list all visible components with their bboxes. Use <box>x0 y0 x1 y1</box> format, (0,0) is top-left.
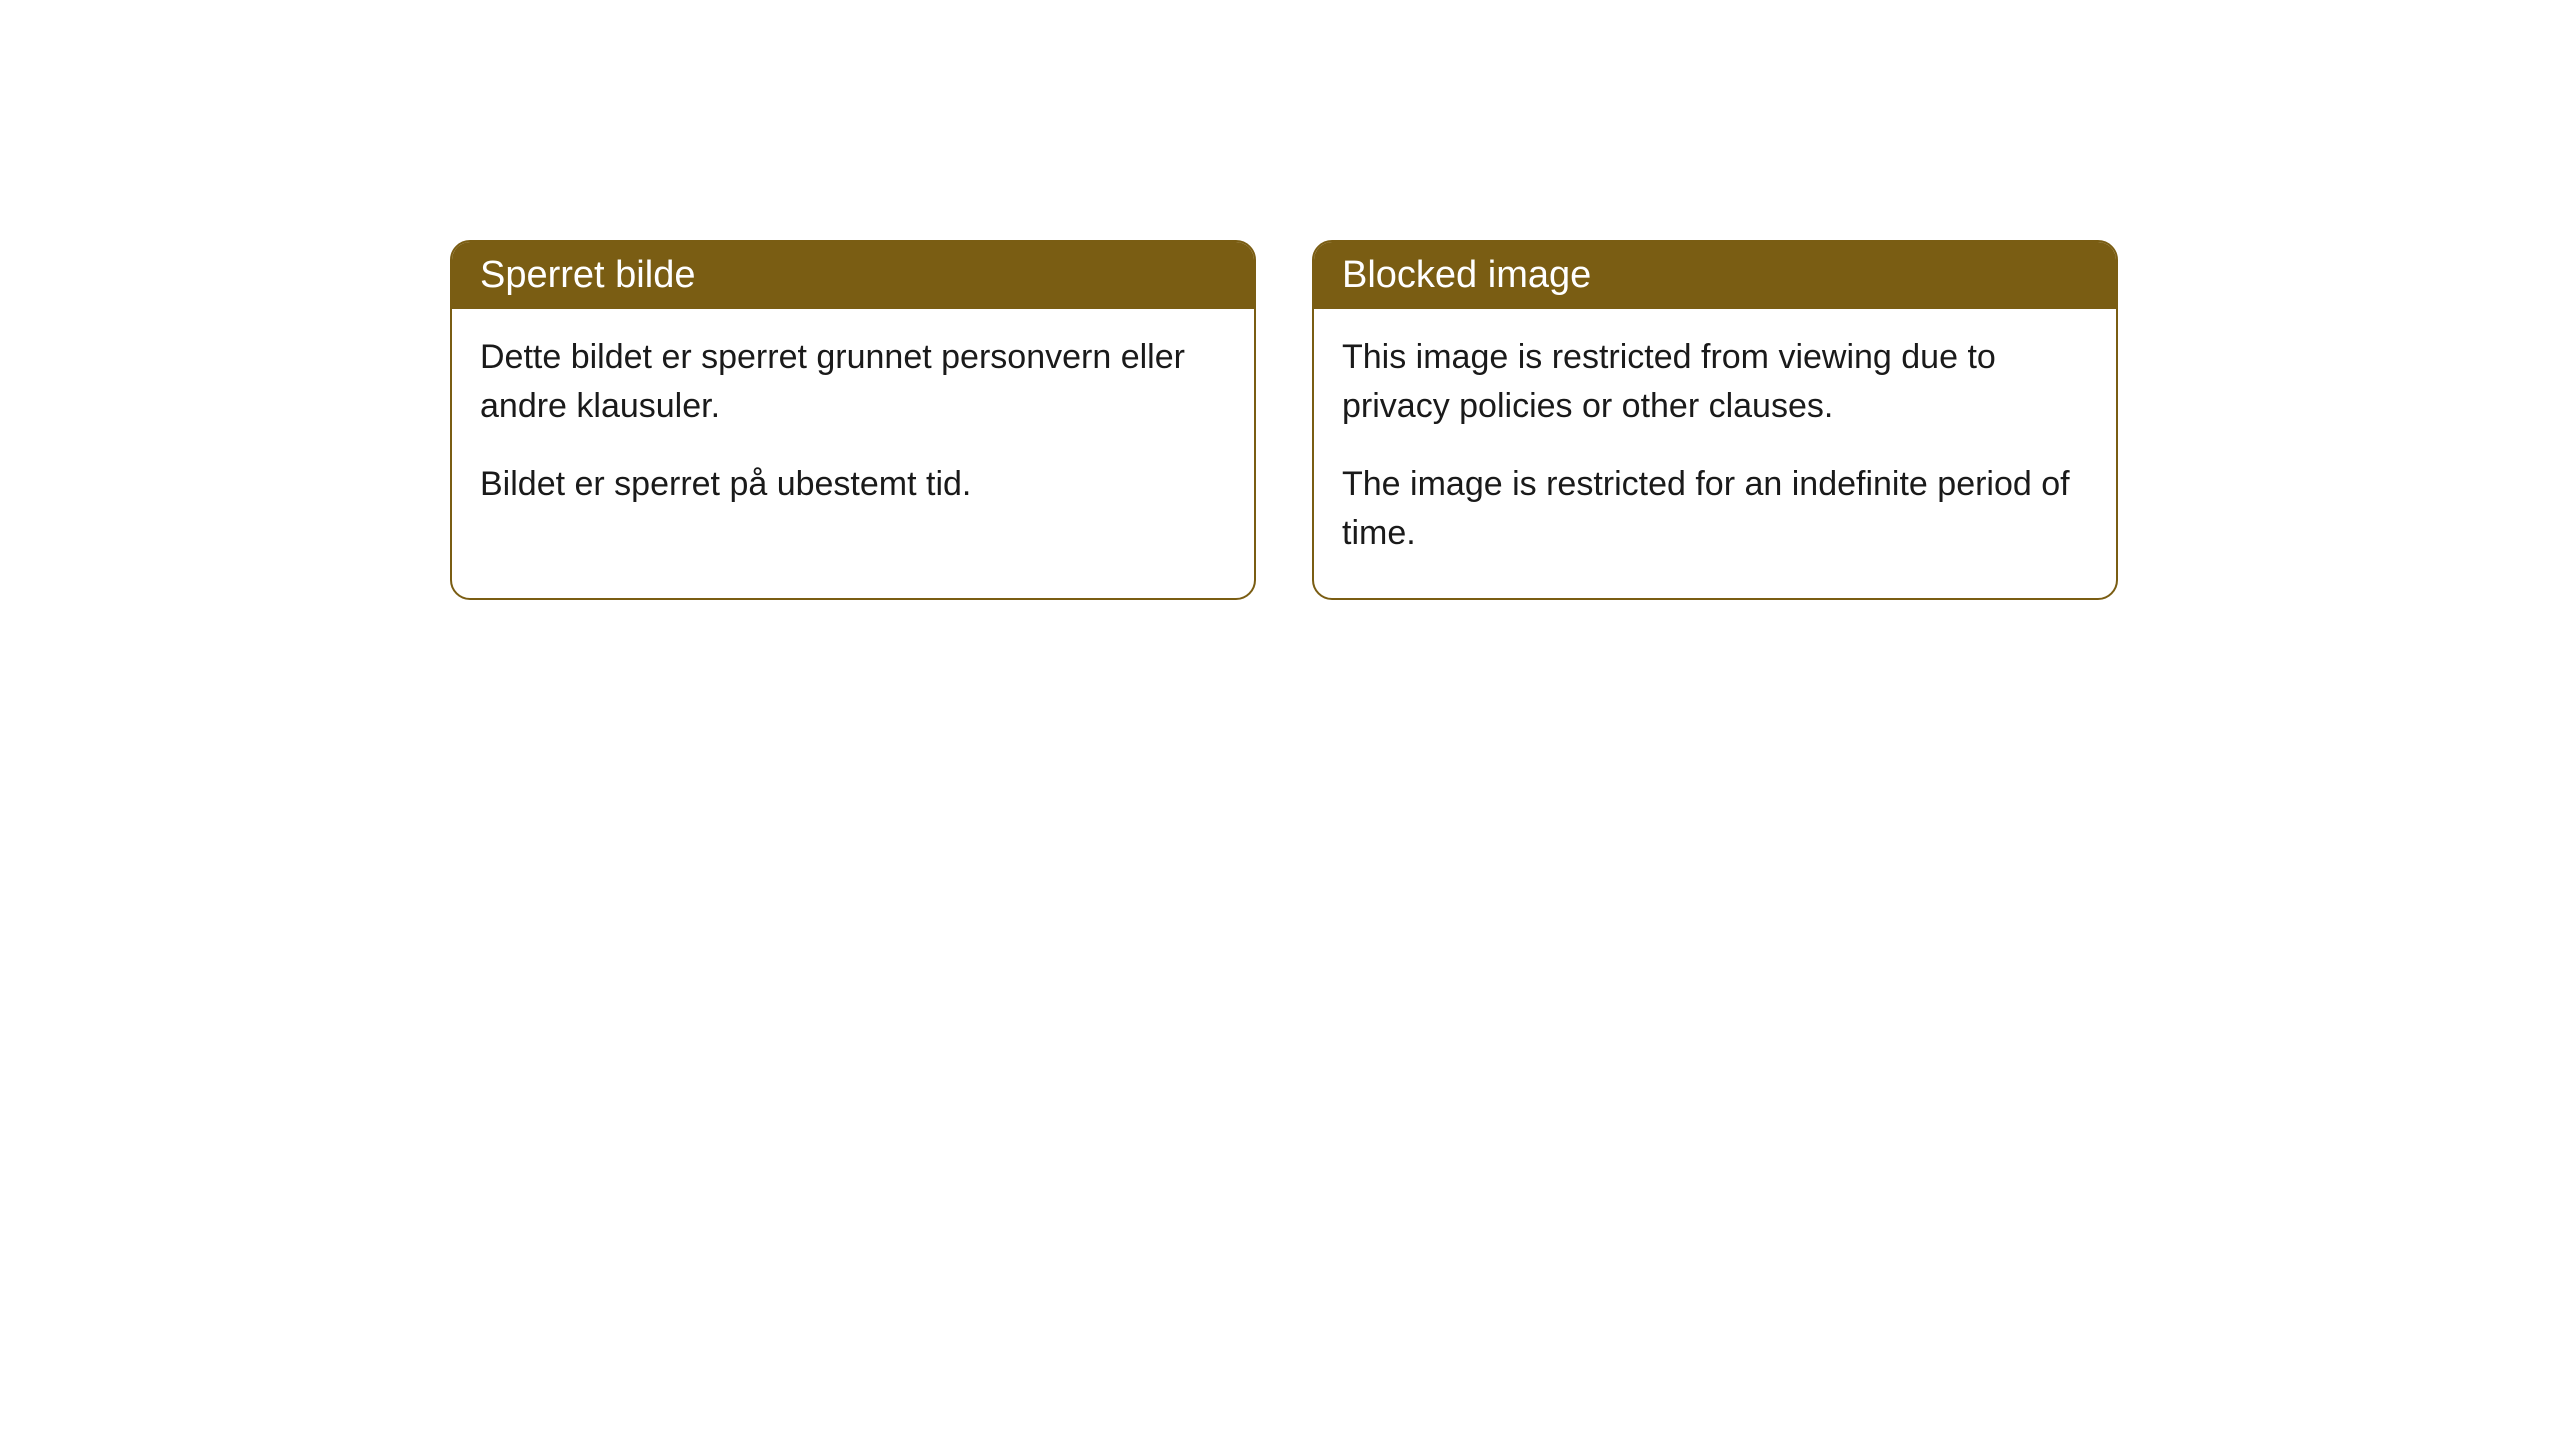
card-paragraph-2-english: The image is restricted for an indefinit… <box>1342 460 2088 559</box>
card-norwegian: Sperret bilde Dette bildet er sperret gr… <box>450 240 1256 600</box>
card-english: Blocked image This image is restricted f… <box>1312 240 2118 600</box>
card-header-norwegian: Sperret bilde <box>452 242 1254 309</box>
card-title-norwegian: Sperret bilde <box>480 254 695 296</box>
cards-container: Sperret bilde Dette bildet er sperret gr… <box>450 240 2560 600</box>
card-paragraph-1-norwegian: Dette bildet er sperret grunnet personve… <box>480 333 1226 432</box>
card-title-english: Blocked image <box>1342 254 1591 296</box>
card-body-norwegian: Dette bildet er sperret grunnet personve… <box>452 309 1254 549</box>
card-paragraph-1-english: This image is restricted from viewing du… <box>1342 333 2088 432</box>
card-paragraph-2-norwegian: Bildet er sperret på ubestemt tid. <box>480 460 1226 509</box>
card-header-english: Blocked image <box>1314 242 2116 309</box>
card-body-english: This image is restricted from viewing du… <box>1314 309 2116 598</box>
